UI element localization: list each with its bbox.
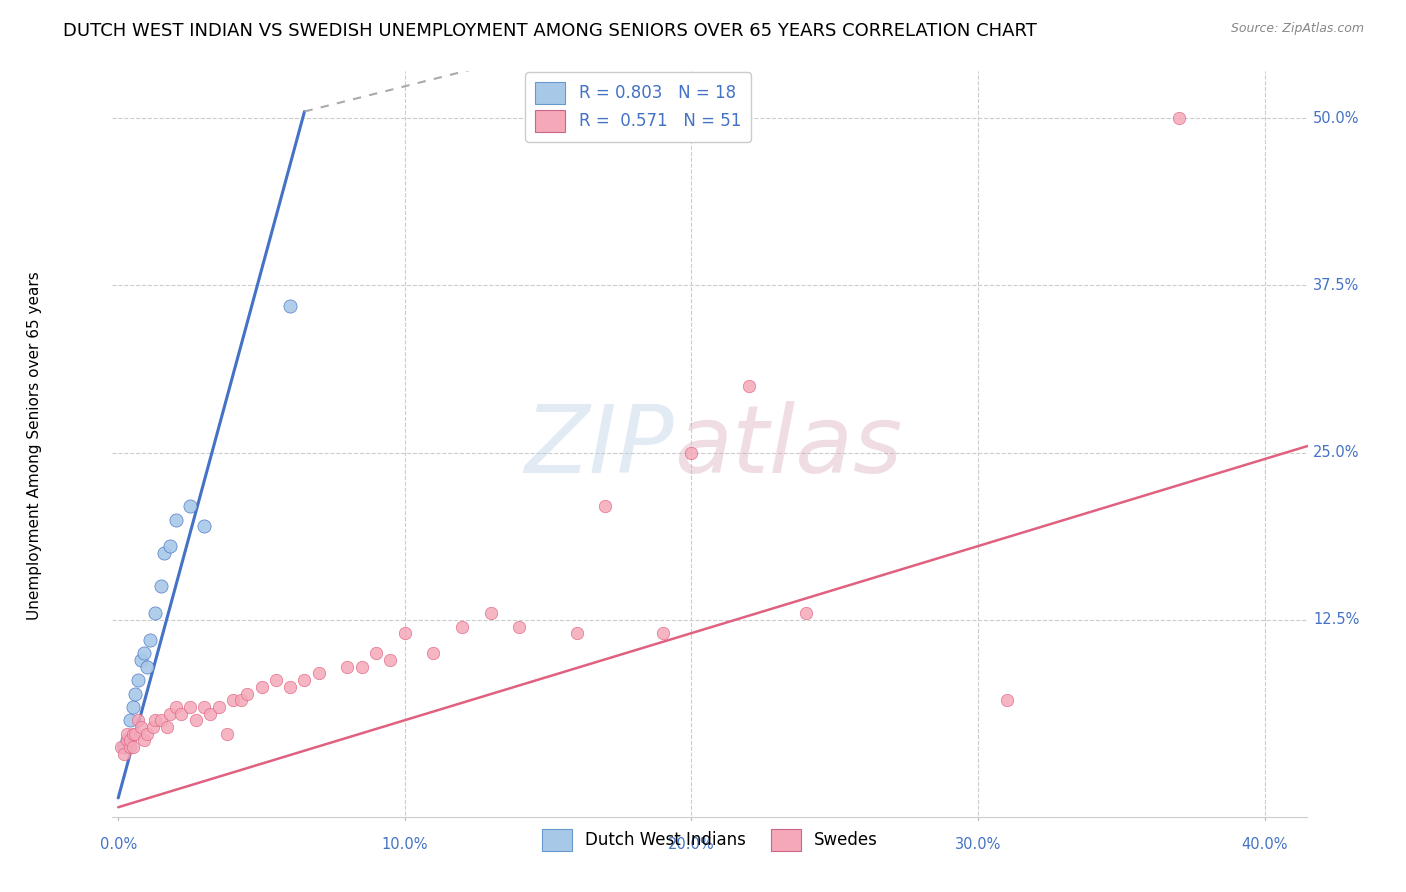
Point — [118, 714, 141, 728]
Point — [112, 740, 135, 755]
Point — [124, 726, 146, 740]
Point — [231, 693, 253, 707]
Point — [165, 699, 187, 714]
Point — [127, 714, 149, 728]
Point — [150, 580, 173, 594]
Legend: Dutch West Indians, Swedes: Dutch West Indians, Swedes — [536, 822, 884, 857]
Point — [124, 687, 146, 701]
Point — [179, 500, 201, 514]
Point — [121, 740, 143, 755]
Point — [156, 720, 179, 734]
Point — [278, 299, 301, 313]
Point — [217, 726, 239, 740]
Point — [193, 699, 215, 714]
Point — [145, 607, 167, 621]
Point — [336, 660, 359, 674]
Text: 37.5%: 37.5% — [1313, 278, 1360, 293]
Point — [145, 714, 167, 728]
Point — [115, 733, 138, 747]
Point — [565, 626, 588, 640]
Point — [394, 626, 416, 640]
Point — [159, 539, 181, 553]
Point — [681, 446, 703, 460]
Text: 10.0%: 10.0% — [381, 837, 427, 852]
Point — [179, 699, 201, 714]
Point — [159, 706, 181, 721]
Point — [184, 714, 207, 728]
Point — [250, 680, 273, 694]
Point — [118, 733, 141, 747]
Text: ZIP: ZIP — [524, 401, 675, 491]
Text: DUTCH WEST INDIAN VS SWEDISH UNEMPLOYMENT AMONG SENIORS OVER 65 YEARS CORRELATIO: DUTCH WEST INDIAN VS SWEDISH UNEMPLOYMEN… — [63, 22, 1038, 40]
Text: 30.0%: 30.0% — [955, 837, 1001, 852]
Point — [1167, 112, 1189, 126]
Text: 40.0%: 40.0% — [1241, 837, 1288, 852]
Point — [115, 733, 138, 747]
Text: 12.5%: 12.5% — [1313, 613, 1360, 627]
Point — [121, 699, 143, 714]
Point — [135, 660, 157, 674]
Point — [380, 653, 402, 667]
Point — [294, 673, 316, 688]
Point — [127, 673, 149, 688]
Point — [738, 379, 761, 393]
Point — [595, 500, 617, 514]
Point — [651, 626, 673, 640]
Point — [278, 680, 301, 694]
Point — [198, 706, 221, 721]
Point — [236, 687, 259, 701]
Point — [112, 747, 135, 761]
Point — [422, 646, 444, 660]
Point — [308, 666, 330, 681]
Point — [451, 620, 474, 634]
Point — [132, 646, 155, 660]
Point — [150, 714, 173, 728]
Point — [995, 693, 1018, 707]
Text: atlas: atlas — [675, 401, 903, 491]
Point — [153, 546, 176, 560]
Point — [121, 726, 143, 740]
Text: 20.0%: 20.0% — [668, 837, 714, 852]
Point — [264, 673, 287, 688]
Point — [132, 733, 155, 747]
Point — [794, 607, 817, 621]
Text: 0.0%: 0.0% — [100, 837, 136, 852]
Point — [207, 699, 229, 714]
Point — [222, 693, 245, 707]
Point — [193, 519, 215, 533]
Point — [170, 706, 193, 721]
Point — [142, 720, 165, 734]
Point — [350, 660, 373, 674]
Point — [129, 720, 152, 734]
Point — [479, 607, 502, 621]
Point — [115, 726, 138, 740]
Point — [508, 620, 530, 634]
Text: Unemployment Among Seniors over 65 years: Unemployment Among Seniors over 65 years — [27, 272, 42, 620]
Point — [118, 740, 141, 755]
Point — [366, 646, 388, 660]
Point — [165, 512, 187, 526]
Text: 50.0%: 50.0% — [1313, 111, 1360, 126]
Point — [129, 653, 152, 667]
Point — [138, 633, 160, 648]
Point — [110, 740, 132, 755]
Point — [135, 726, 157, 740]
Text: 25.0%: 25.0% — [1313, 445, 1360, 460]
Text: Source: ZipAtlas.com: Source: ZipAtlas.com — [1230, 22, 1364, 36]
